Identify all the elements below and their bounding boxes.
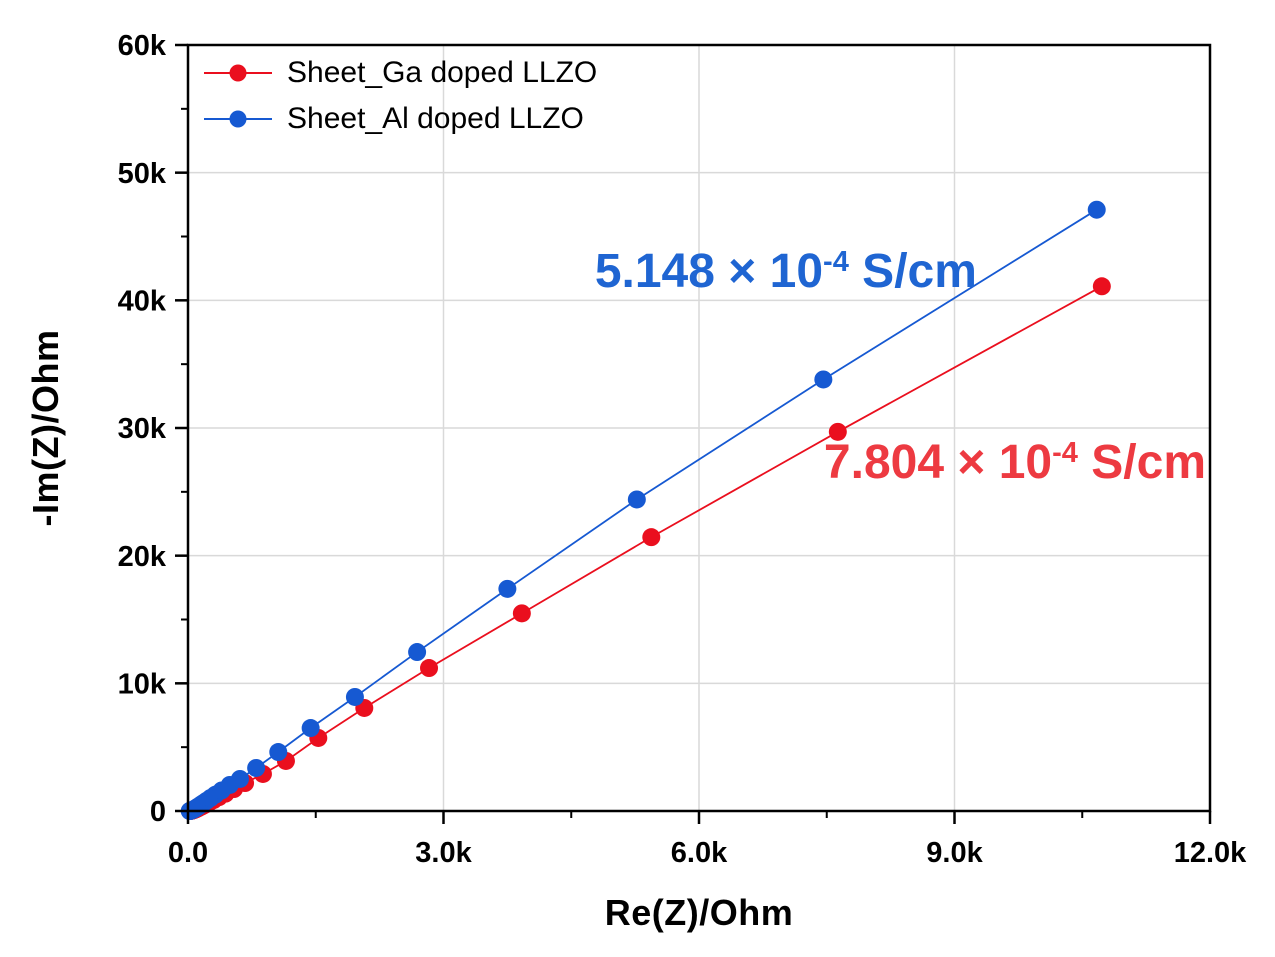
annotation-text: 7.804 × 10 [823,435,1053,489]
data-point-series-1 [498,579,517,598]
legend: Sheet_Ga doped LLZO Sheet_Al doped LLZO [204,52,597,139]
x-tick-label: 9.0k [926,837,983,869]
data-point-series-1 [345,687,364,706]
x-tick-label: 6.0k [671,837,728,869]
data-point-series-0 [828,422,847,441]
data-point-series-0 [642,528,661,547]
data-point-series-1 [1087,200,1106,219]
x-axis-title: Re(Z)/Ohm [604,892,794,933]
blue-series-marker-icon [204,109,272,129]
legend-dot-icon [229,110,247,127]
data-point-series-1 [230,769,249,788]
y-tick-label: 20k [118,541,167,573]
annotation-unit: S/cm [848,245,977,299]
data-point-series-1 [301,719,320,738]
data-point-series-1 [269,743,288,762]
y-tick-label: 0 [150,796,166,828]
data-point-series-1 [627,490,646,509]
x-tick-label: 3.0k [415,837,472,869]
data-point-series-0 [420,659,439,678]
annotation-unit: S/cm [1077,435,1206,489]
legend-label: Sheet_Ga doped LLZO [287,55,598,89]
x-tick-label: 0.0 [168,837,208,869]
data-point-series-1 [247,758,266,777]
legend-dot-icon [229,64,247,81]
data-point-series-0 [1092,277,1111,296]
data-point-series-1 [408,643,427,662]
annotation-exponent: -4 [823,246,849,279]
data-point-series-0 [512,604,531,623]
red-series-marker-icon [204,63,272,83]
y-tick-label: 40k [118,285,167,317]
y-tick-label: 30k [118,413,167,445]
y-axis-title: -Im(Z)/Ohm [25,329,66,527]
annotation-text: 5.148 × 10 [594,245,824,299]
legend-label: Sheet_Al doped LLZO [287,101,584,135]
y-tick-label: 50k [118,158,167,190]
series-line-0 [189,285,1103,812]
conductivity-annotation-ga: 7.804 × 10-4 S/cm [823,435,1206,489]
legend-item-ga-doped-llzo: Sheet_Ga doped LLZO [204,52,597,93]
data-point-series-1 [814,370,833,389]
x-tick-label: 12.0k [1174,837,1247,869]
legend-item-al-doped-llzo: Sheet_Al doped LLZO [204,98,597,139]
plot-frame [186,43,1212,813]
conductivity-annotation-al: 5.148 × 10-4 S/cm [595,248,977,296]
y-tick-label: 60k [118,30,167,62]
y-tick-label: 10k [118,668,167,700]
annotation-exponent: -4 [1052,437,1078,470]
